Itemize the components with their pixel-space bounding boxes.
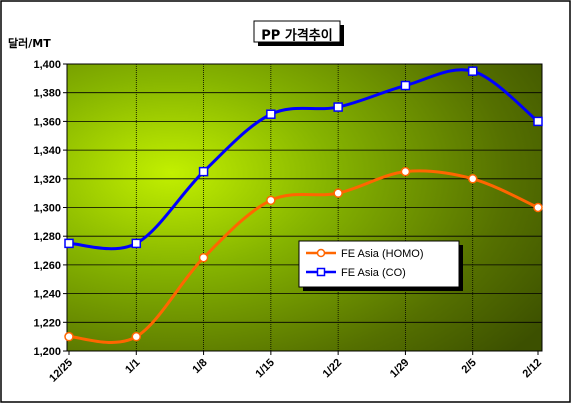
data-point-0 — [533, 202, 543, 213]
legend-marker-homo — [316, 248, 326, 258]
y-tick-label: 1,400 — [33, 59, 61, 71]
data-point-1 — [64, 238, 74, 249]
series-group — [64, 66, 543, 344]
legend: FE Asia (HOMO) FE Asia (CO) — [298, 240, 463, 291]
y-tick-label: 1,220 — [33, 317, 61, 329]
y-tick-label: 1,300 — [33, 203, 61, 215]
y-tick-label: 1,360 — [33, 116, 61, 128]
data-point-1 — [131, 238, 142, 249]
y-tick-label: 1,320 — [33, 174, 61, 186]
data-point-0 — [131, 331, 142, 342]
y-axis-ticks: 1,200 1,220 1,240 1,260 1,280 1,300 1,320 1,340… — [33, 59, 67, 358]
data-point-1 — [400, 80, 411, 91]
y-tick-label: 1,340 — [33, 145, 61, 157]
legend-label-homo: FE Asia (HOMO) — [341, 248, 424, 260]
data-point-0 — [266, 195, 276, 206]
data-point-0 — [64, 331, 74, 342]
legend-item-homo: FE Asia (HOMO) — [306, 248, 424, 260]
chart-title: PP 가격추이 — [261, 28, 332, 44]
data-point-0 — [198, 252, 209, 263]
data-point-1 — [333, 102, 343, 112]
data-point-0 — [400, 166, 411, 177]
y-tick-label: 1,280 — [33, 231, 61, 243]
y-axis-label: 달러/MT — [8, 36, 51, 50]
y-tick-label: 1,240 — [33, 289, 61, 301]
data-point-1 — [467, 66, 478, 76]
data-point-0 — [467, 174, 478, 184]
y-tick-label: 1,200 — [33, 346, 61, 358]
data-point-0 — [333, 188, 343, 198]
chart-title-box: PP 가격추이 — [253, 20, 344, 46]
series-line-0 — [68, 169, 539, 344]
legend-item-co: FE Asia (CO) — [306, 267, 406, 279]
y-tick-label: 1,260 — [33, 260, 61, 272]
data-point-1 — [198, 166, 209, 177]
data-point-1 — [533, 116, 543, 127]
legend-marker-co — [316, 267, 326, 277]
data-point-1 — [266, 109, 276, 119]
y-tick-label: 1,380 — [33, 88, 61, 100]
legend-label-co: FE Asia (CO) — [341, 267, 406, 279]
